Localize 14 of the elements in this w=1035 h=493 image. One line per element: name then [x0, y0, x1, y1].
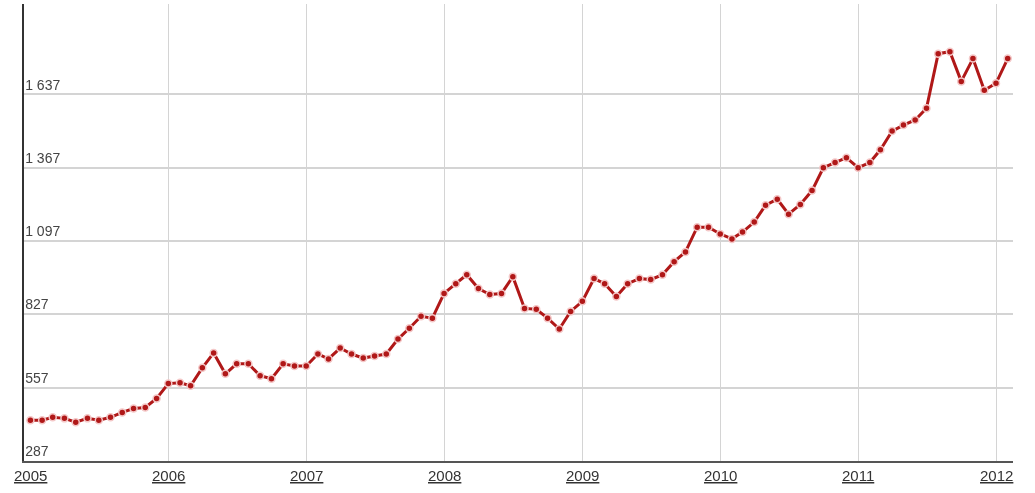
y-tick-label: 1 097 [25, 223, 61, 240]
x-tick-label: 2007 [290, 467, 324, 484]
x-tick-label: 2006 [152, 467, 186, 484]
x-tick-label: 2008 [428, 467, 462, 484]
y-tick-label: 1 367 [25, 149, 61, 166]
x-tick-label: 2009 [566, 467, 600, 484]
x-tick-label: 2011 [842, 467, 875, 484]
x-tick-label: 2005 [14, 467, 48, 484]
y-tick-label: 827 [25, 296, 49, 313]
y-tick-label: 1 637 [25, 76, 61, 93]
y-tick-label: 557 [25, 369, 49, 386]
x-tick-label: 2012 [980, 467, 1014, 484]
y-tick-label: 287 [25, 443, 49, 460]
x-tick-label: 2010 [704, 467, 738, 484]
